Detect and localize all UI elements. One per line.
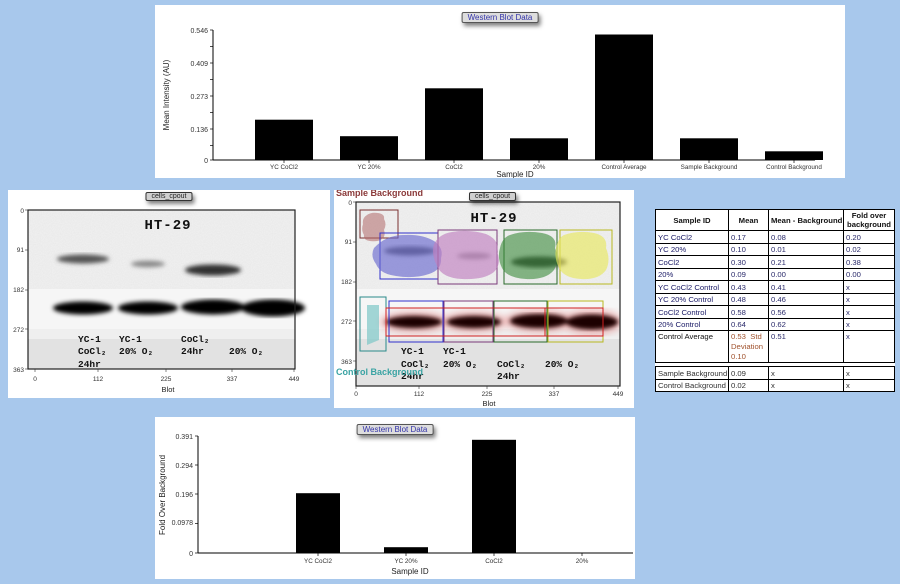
svg-text:112: 112 (93, 376, 104, 383)
svg-text:CoCl₂: CoCl₂ (181, 334, 210, 345)
svg-text:0: 0 (20, 208, 24, 215)
svg-text:0: 0 (189, 551, 193, 558)
svg-text:0.546: 0.546 (190, 28, 208, 35)
svg-text:YC CoCl2: YC CoCl2 (304, 558, 332, 565)
svg-text:24hr: 24hr (78, 359, 101, 370)
svg-text:449: 449 (289, 376, 300, 383)
svg-text:Control Background: Control Background (766, 164, 822, 171)
svg-text:0.409: 0.409 (190, 61, 208, 68)
svg-text:20% O₂: 20% O₂ (443, 359, 477, 370)
svg-text:YC-1: YC-1 (401, 346, 424, 357)
svg-text:YC 20%: YC 20% (394, 558, 418, 565)
svg-text:112: 112 (414, 391, 425, 398)
svg-text:0: 0 (204, 158, 208, 165)
svg-text:0: 0 (354, 391, 358, 398)
svg-text:337: 337 (549, 391, 560, 398)
svg-text:20% O₂: 20% O₂ (119, 346, 153, 357)
svg-text:449: 449 (613, 391, 624, 398)
svg-text:182: 182 (341, 279, 352, 286)
svg-text:Sample ID: Sample ID (496, 170, 534, 178)
svg-text:YC-1: YC-1 (78, 334, 101, 345)
svg-text:225: 225 (482, 391, 493, 398)
svg-text:CoCl2: CoCl2 (445, 164, 463, 171)
svg-text:20% O₂: 20% O₂ (545, 359, 579, 370)
svg-text:20%: 20% (576, 558, 589, 565)
svg-text:363: 363 (13, 367, 24, 374)
svg-text:YC 20%: YC 20% (357, 164, 381, 171)
svg-text:Control Average: Control Average (601, 164, 647, 171)
svg-text:0: 0 (33, 376, 37, 383)
svg-text:91: 91 (17, 247, 25, 254)
svg-text:24hr: 24hr (497, 371, 520, 382)
svg-text:Mean Intensity (AU): Mean Intensity (AU) (162, 59, 171, 130)
svg-text:272: 272 (341, 319, 352, 326)
svg-text:YC CoCl2: YC CoCl2 (270, 164, 298, 171)
svg-text:272: 272 (13, 327, 24, 334)
svg-text:0.0978: 0.0978 (172, 520, 194, 527)
svg-text:24hr: 24hr (181, 346, 204, 357)
svg-text:YC-1: YC-1 (119, 334, 142, 345)
svg-text:0.391: 0.391 (175, 434, 193, 441)
svg-text:CoCl₂: CoCl₂ (497, 359, 526, 370)
svg-text:Fold Over Background: Fold Over Background (158, 455, 167, 535)
svg-text:20%: 20% (533, 164, 546, 171)
svg-text:20% O₂: 20% O₂ (229, 346, 263, 357)
svg-text:182: 182 (13, 287, 24, 294)
svg-text:Sample ID: Sample ID (391, 567, 429, 576)
svg-text:Sample Background: Sample Background (681, 164, 738, 171)
svg-text:337: 337 (227, 376, 238, 383)
svg-text:0.136: 0.136 (190, 127, 208, 134)
svg-text:Blot: Blot (483, 399, 497, 408)
svg-text:0.273: 0.273 (190, 94, 208, 101)
svg-text:HT-29: HT-29 (470, 211, 517, 227)
svg-text:91: 91 (345, 239, 353, 246)
svg-text:YC-1: YC-1 (443, 346, 466, 357)
svg-text:HT-29: HT-29 (144, 218, 191, 234)
svg-text:0.196: 0.196 (175, 492, 193, 499)
svg-text:CoCl₂: CoCl₂ (78, 346, 107, 357)
svg-text:Blot: Blot (162, 385, 176, 394)
svg-text:225: 225 (161, 376, 172, 383)
svg-text:CoCl2: CoCl2 (485, 558, 503, 565)
svg-text:363: 363 (341, 359, 352, 366)
svg-text:0: 0 (348, 200, 352, 207)
svg-text:0.294: 0.294 (175, 463, 193, 470)
